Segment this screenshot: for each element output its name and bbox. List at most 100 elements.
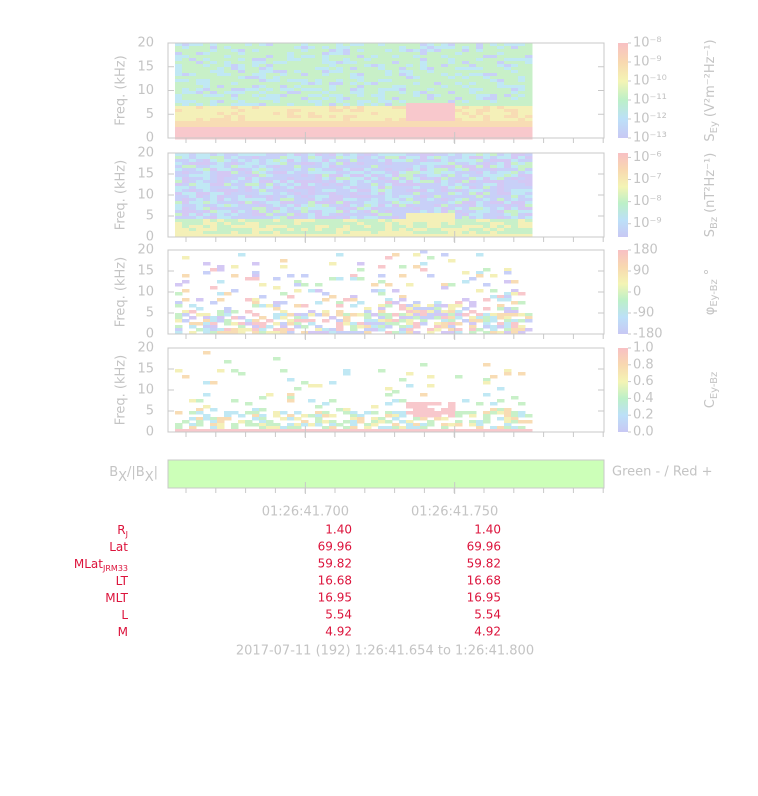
spectrogram-cell — [406, 133, 414, 137]
spectrogram-cell — [182, 109, 190, 113]
spectrogram-cell — [511, 121, 519, 125]
spectrogram-cell — [210, 88, 218, 92]
spectrogram-cell — [490, 222, 498, 226]
spectrogram-cell — [469, 222, 477, 226]
spectrogram-cell — [504, 174, 512, 178]
spectrogram-cell — [434, 207, 442, 211]
spectrogram-cell — [336, 177, 344, 181]
spectrogram-cell — [182, 118, 190, 122]
spectrogram-cell — [210, 189, 218, 193]
spectrogram-cell — [497, 73, 505, 77]
spectrogram-cell — [427, 304, 435, 308]
spectrogram-cell — [224, 189, 232, 193]
spectrogram-cell — [189, 67, 197, 71]
spectrogram-cell — [350, 192, 358, 196]
spectrogram-cell — [441, 231, 449, 235]
spectrogram-cell — [294, 112, 302, 116]
spectrogram-cell — [245, 310, 253, 314]
spectrogram-cell — [399, 411, 407, 415]
spectrogram-cell — [413, 174, 421, 178]
spectrogram-cell — [308, 180, 316, 184]
spectrogram-cell — [455, 322, 463, 326]
spectrogram-cell — [434, 121, 442, 125]
spectrogram-cell — [483, 73, 491, 77]
spectrogram-cell — [511, 162, 519, 166]
spectrogram-cell — [294, 52, 302, 56]
spectrogram-cell — [294, 159, 302, 163]
spectrogram-cell — [350, 70, 358, 74]
spectrogram-cell — [420, 76, 428, 80]
spectrogram-cell — [322, 168, 330, 172]
spectrogram-cell — [273, 313, 281, 317]
spectrogram-cell — [273, 316, 281, 320]
spectrogram-cell — [511, 228, 519, 232]
spectrogram-cell — [231, 228, 239, 232]
spectrogram-cell — [294, 153, 302, 157]
spectrogram-cell — [371, 322, 379, 326]
spectrogram-cell — [406, 177, 414, 181]
spectrogram-cell — [266, 112, 274, 116]
spectrogram-cell — [245, 216, 253, 220]
spectrogram-cell — [259, 130, 267, 134]
spectrogram-cell — [483, 222, 491, 226]
spectrogram-cell — [399, 231, 407, 235]
spectrogram-cell — [238, 159, 246, 163]
spectrogram-cell — [357, 97, 365, 101]
spectrogram-cell — [217, 55, 225, 59]
spectrogram-cell — [378, 210, 386, 214]
spectrogram-cell — [483, 115, 491, 119]
spectrogram-cell — [252, 91, 260, 95]
spectrogram-cell — [280, 94, 288, 98]
spectrogram-cell — [497, 127, 505, 131]
spectrogram-cell — [490, 177, 498, 181]
spectrogram-cell — [231, 183, 239, 187]
spectrogram-cell — [210, 216, 218, 220]
spectrogram-cell — [399, 420, 407, 424]
spectrogram-cell — [511, 301, 519, 305]
spectrogram-cell — [245, 423, 253, 427]
spectrogram-cell — [385, 133, 393, 137]
spectrogram-cell — [371, 165, 379, 169]
spectrogram-cell — [455, 85, 463, 89]
spectrogram-cell — [350, 198, 358, 202]
spectrogram-cell — [413, 429, 421, 433]
spectrogram-cell — [525, 183, 533, 187]
spectrogram-cell — [448, 259, 456, 263]
spectrogram-cell — [336, 231, 344, 235]
spectrogram-cell — [329, 234, 337, 238]
spectrogram-cell — [196, 88, 204, 92]
spectrogram — [175, 351, 533, 433]
spectrogram-cell — [483, 201, 491, 205]
spectrogram-cell — [350, 298, 358, 302]
spectrogram-cell — [301, 325, 309, 329]
spectrogram-cell — [343, 429, 351, 433]
spectrogram-cell — [434, 201, 442, 205]
spectrogram-cell — [525, 124, 533, 128]
spectrogram-cell — [217, 417, 225, 421]
spectrogram-cell — [287, 97, 295, 101]
spectrogram-cell — [329, 103, 337, 107]
spectrogram-cell — [280, 130, 288, 134]
spectrogram-cell — [378, 280, 386, 284]
spectrogram-cell — [420, 112, 428, 116]
spectrogram-cell — [483, 316, 491, 320]
spectrogram-cell — [175, 183, 183, 187]
spectrogram-cell — [364, 162, 372, 166]
spectrogram-cell — [476, 64, 484, 68]
spectrogram-cell — [420, 162, 428, 166]
spectrogram-cell — [266, 64, 274, 68]
spectrogram-cell — [329, 414, 337, 418]
spectrogram-cell — [280, 325, 288, 329]
spectrogram-cell — [483, 79, 491, 83]
spectrogram-cell — [427, 201, 435, 205]
spectrogram-cell — [427, 97, 435, 101]
spectrogram-cell — [294, 210, 302, 214]
spectrogram-cell — [518, 183, 526, 187]
spectrogram-cell — [448, 405, 456, 409]
spectrogram-cell — [308, 76, 316, 80]
spectrogram-cell — [280, 411, 288, 415]
spectrogram-cell — [490, 216, 498, 220]
spectrogram-cell — [406, 112, 414, 116]
spectrogram-cell — [322, 207, 330, 211]
spectrogram-cell — [196, 231, 204, 235]
